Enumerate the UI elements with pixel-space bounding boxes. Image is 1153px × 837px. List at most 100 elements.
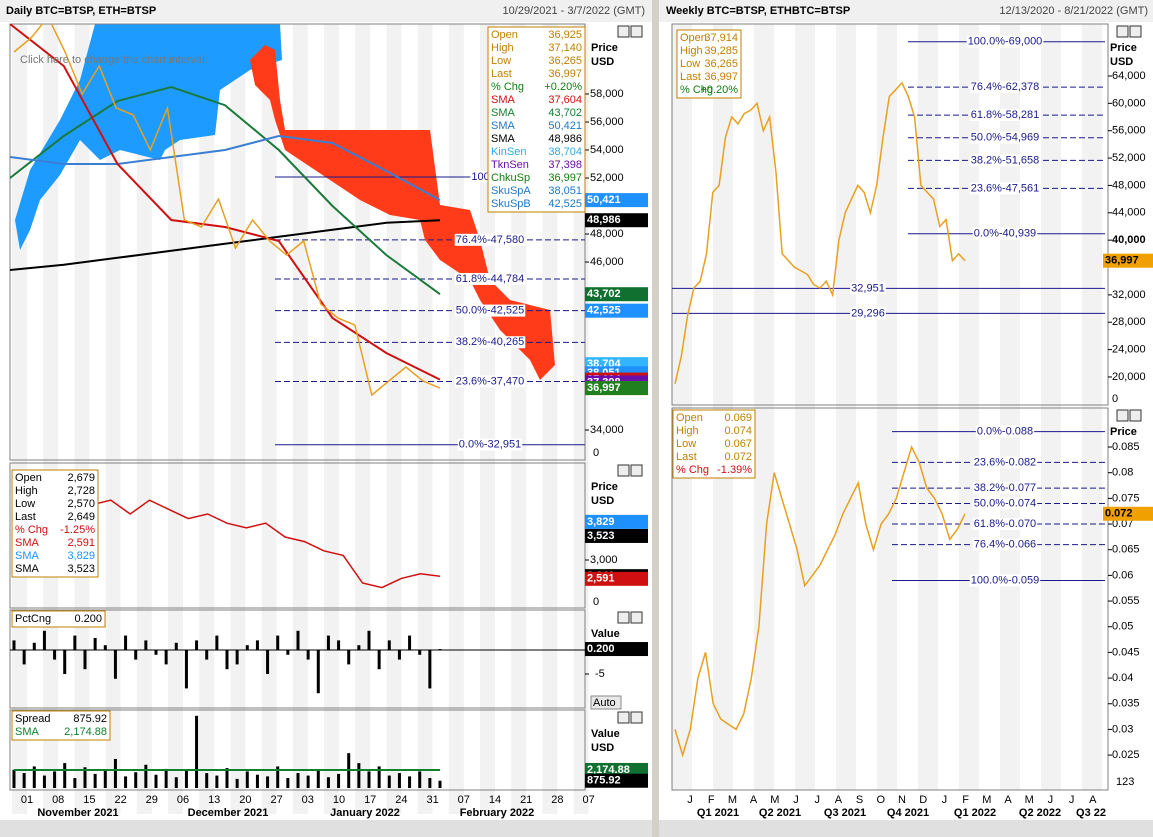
month-label: December 2021 bbox=[188, 807, 269, 819]
x-tick-label: J bbox=[814, 794, 820, 806]
legend-name: % Chg bbox=[491, 81, 524, 93]
y-tick-label: 0.085 bbox=[1112, 441, 1140, 453]
bar bbox=[73, 635, 77, 650]
bar bbox=[357, 763, 361, 789]
fib-label-bg bbox=[457, 438, 523, 451]
y-tick-label: 0.04 bbox=[1112, 672, 1133, 684]
fib-label-bg bbox=[969, 182, 1041, 195]
legend-name: High bbox=[491, 42, 514, 54]
x-tick-label: J bbox=[942, 794, 948, 806]
bar bbox=[286, 778, 290, 789]
legend-name: SMA bbox=[15, 550, 40, 562]
fib-label-bg bbox=[975, 425, 1035, 438]
axis-title: Value bbox=[591, 728, 620, 740]
scrollbar[interactable] bbox=[659, 820, 1153, 837]
badge-label: 48,986 bbox=[587, 214, 621, 226]
bar bbox=[235, 649, 239, 665]
y-tick-label: 32,000 bbox=[1112, 289, 1146, 301]
y-tick-label: 56,000 bbox=[1112, 125, 1146, 137]
legend-value: 37,914 bbox=[704, 32, 738, 44]
x-tick-label: O bbox=[877, 794, 886, 806]
x-tick-label: M bbox=[1025, 794, 1034, 806]
x-tick-label: 17 bbox=[364, 794, 376, 806]
y-tick-label: 28,000 bbox=[1112, 316, 1146, 328]
legend-value: 0.200 bbox=[74, 613, 102, 625]
x-tick-label: M bbox=[770, 794, 779, 806]
bar bbox=[377, 649, 381, 670]
x-tick-label: 31 bbox=[426, 794, 438, 806]
y-tick-label: 54,000 bbox=[590, 144, 624, 156]
legend-value: 36,265 bbox=[704, 58, 738, 70]
bar bbox=[53, 649, 57, 660]
month-label: February 2022 bbox=[460, 807, 535, 819]
legend-name: Open bbox=[676, 412, 703, 424]
legend-value: 37,140 bbox=[548, 42, 582, 54]
fib-label-bg bbox=[969, 80, 1041, 93]
bar bbox=[296, 773, 300, 789]
y-tick-label: 48,000 bbox=[590, 228, 624, 240]
legend-name: Open bbox=[491, 29, 518, 41]
fib-label: 100.0%-0.059 bbox=[971, 574, 1040, 586]
quarter-label: Q3 22 bbox=[1076, 807, 1106, 819]
legend-name: KinSen bbox=[491, 146, 526, 158]
bar bbox=[195, 715, 199, 789]
bar bbox=[326, 777, 330, 789]
quarter-label: Q1 2021 bbox=[697, 807, 739, 819]
band bbox=[230, 24, 246, 814]
badge-label: 0.072 bbox=[1105, 508, 1133, 520]
bar bbox=[316, 769, 320, 789]
legend-name: % Chg bbox=[680, 84, 713, 96]
band bbox=[959, 24, 979, 790]
bar bbox=[124, 776, 128, 789]
bar bbox=[42, 630, 46, 650]
bar bbox=[113, 649, 117, 679]
x-tick-label: D bbox=[919, 794, 927, 806]
legend-name: Open bbox=[15, 472, 42, 484]
scrollbar[interactable] bbox=[0, 820, 652, 837]
close-button bbox=[630, 711, 643, 724]
close-button bbox=[1129, 409, 1142, 422]
close-button bbox=[1129, 25, 1142, 38]
corner-label: 123 bbox=[1116, 776, 1134, 788]
bar bbox=[93, 637, 97, 650]
y-tick-label: 0.075 bbox=[1112, 492, 1140, 504]
bar bbox=[428, 649, 432, 689]
x-tick-label: 28 bbox=[551, 794, 563, 806]
legend-name: Low bbox=[676, 438, 696, 450]
close-button bbox=[630, 464, 643, 477]
legend-value: 0.072 bbox=[724, 451, 752, 463]
bar bbox=[397, 773, 401, 789]
bar bbox=[276, 635, 280, 650]
band bbox=[713, 24, 733, 790]
y-tick-label: 46,000 bbox=[590, 256, 624, 268]
x-tick-label: A bbox=[750, 794, 758, 806]
bar bbox=[367, 771, 371, 789]
bar bbox=[32, 766, 36, 789]
legend-name: SMA bbox=[15, 537, 40, 549]
bar bbox=[286, 649, 290, 655]
legend-name: PctCng bbox=[15, 613, 51, 625]
legend-value: +0.20% bbox=[700, 84, 738, 96]
x-tick-label: 14 bbox=[489, 794, 501, 806]
badge-label: 36,997 bbox=[1105, 255, 1139, 267]
legend-name: SMA bbox=[491, 94, 516, 106]
panel-button bbox=[617, 611, 630, 624]
band bbox=[292, 24, 308, 814]
bar bbox=[12, 769, 16, 789]
x-tick-label: M bbox=[728, 794, 737, 806]
bar bbox=[255, 640, 259, 650]
bar bbox=[22, 773, 26, 789]
bar bbox=[296, 630, 300, 650]
axis-title: USD bbox=[591, 495, 614, 507]
legend-name: TknSen bbox=[491, 159, 529, 171]
fib-label: 32,951 bbox=[851, 282, 885, 294]
fib-label: 23.6%-37,470 bbox=[456, 375, 525, 387]
y-tick-label: 0.07 bbox=[1112, 518, 1133, 530]
panel-button bbox=[617, 25, 630, 38]
x-tick-label: 20 bbox=[239, 794, 251, 806]
bar bbox=[418, 771, 422, 789]
fib-label-bg bbox=[454, 375, 526, 388]
bar bbox=[418, 649, 422, 655]
x-tick-label: 15 bbox=[83, 794, 95, 806]
